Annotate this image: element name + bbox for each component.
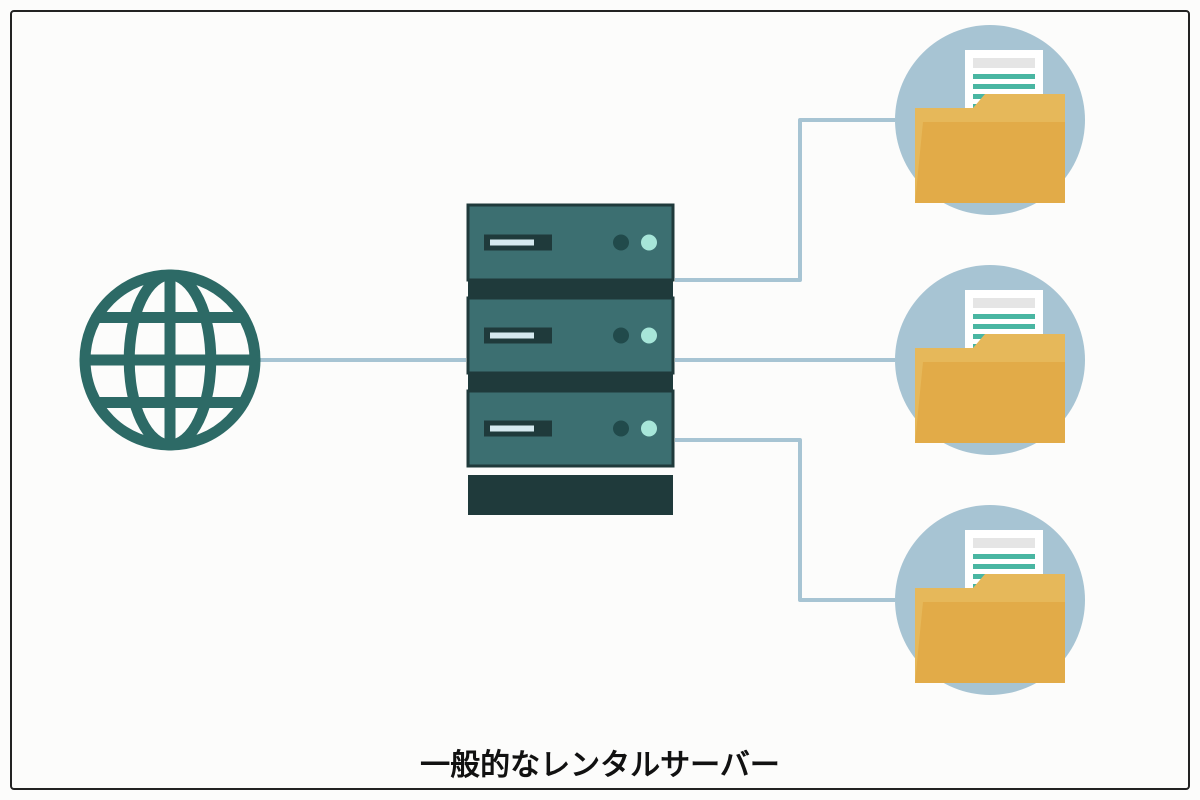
globe-icon xyxy=(85,275,255,445)
diagram-caption: 一般的なレンタルサーバー xyxy=(0,740,1200,784)
server-icon xyxy=(468,205,673,515)
folders-group xyxy=(895,25,1085,695)
folder-icon xyxy=(895,265,1085,455)
folder-icon xyxy=(895,505,1085,695)
diagram-canvas xyxy=(0,0,1200,800)
folder-icon xyxy=(895,25,1085,215)
